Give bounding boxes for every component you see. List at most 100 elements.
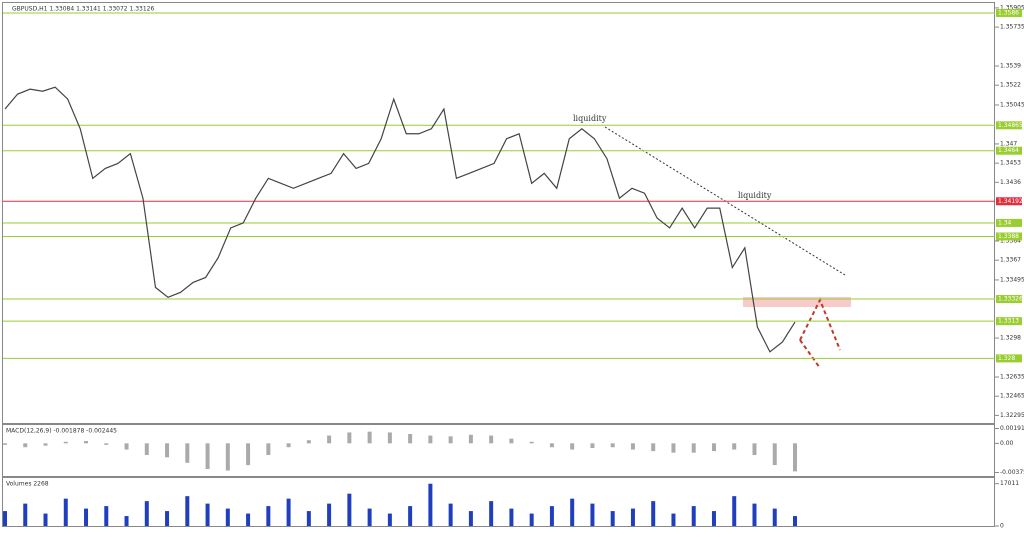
level-label: 1.3586	[998, 9, 1019, 16]
bar	[752, 443, 757, 455]
arrow-path	[799, 339, 821, 369]
y-tick-label: 1.35045	[1000, 101, 1024, 108]
bar	[347, 432, 352, 444]
y-tick-label: 1.33495	[1000, 276, 1024, 283]
bar	[428, 483, 433, 526]
bar	[43, 443, 48, 446]
y-tick-label: 1.347	[1000, 140, 1017, 147]
bar	[387, 432, 392, 444]
level-label: 1.328	[998, 355, 1015, 362]
level-tag	[996, 232, 1022, 241]
annotation: liquidity	[573, 114, 607, 123]
level-label: 1.34865	[998, 122, 1023, 129]
bar	[570, 498, 575, 526]
bar	[165, 443, 170, 458]
bar	[3, 443, 7, 445]
level-label: 1.34192	[998, 198, 1023, 205]
bar	[3, 511, 7, 526]
level-label: 1.3388	[998, 233, 1019, 240]
bar	[306, 511, 311, 526]
bar	[185, 496, 190, 526]
level-label: 1.3464	[998, 147, 1019, 154]
bar	[529, 441, 534, 444]
bar	[428, 435, 433, 444]
bar	[367, 431, 372, 444]
bar	[23, 503, 28, 526]
bar	[286, 443, 291, 448]
bar	[691, 506, 696, 526]
bar	[43, 513, 48, 526]
bar	[246, 443, 251, 466]
bar	[144, 443, 149, 455]
bar	[772, 508, 777, 526]
y-tick-label: -0.003752	[1000, 469, 1024, 476]
bar	[590, 443, 595, 448]
bar	[387, 513, 392, 526]
bar	[367, 508, 372, 526]
bar	[84, 508, 89, 526]
level-label: 1.33326	[998, 296, 1023, 303]
bar	[509, 508, 514, 526]
bar	[448, 436, 453, 444]
bar	[327, 503, 332, 526]
y-tick-label: 1.3436	[1000, 179, 1021, 186]
bar	[266, 443, 271, 455]
macd-panel	[2, 424, 995, 477]
level-tag	[996, 8, 1022, 17]
bar	[671, 513, 676, 526]
price-panel	[2, 2, 995, 424]
y-tick-label: 1.3522	[1000, 82, 1021, 89]
bar	[590, 503, 595, 526]
bar	[509, 438, 514, 444]
y-tick-label: 0.00	[1000, 440, 1014, 447]
bar	[570, 443, 575, 450]
level-tag	[996, 354, 1022, 363]
bar	[104, 443, 109, 445]
bar	[266, 506, 271, 526]
bar	[610, 511, 615, 526]
y-tick-label: 0.001912	[1000, 425, 1024, 432]
bar	[468, 511, 473, 526]
bar	[793, 443, 797, 472]
bar	[23, 443, 28, 448]
level-label: 1.34	[998, 219, 1012, 226]
y-tick-label: 1.35905	[1000, 4, 1024, 11]
bar	[671, 443, 676, 453]
bar	[732, 443, 737, 450]
bar	[630, 508, 635, 526]
arrow-path	[799, 297, 841, 351]
bar	[549, 506, 554, 526]
bar	[630, 443, 635, 450]
bar	[549, 443, 554, 448]
y-tick-label: 1.3298	[1000, 335, 1021, 342]
bar	[124, 516, 129, 526]
bar	[468, 434, 473, 444]
y-tick-label: 1.3384	[1000, 238, 1021, 245]
level-tag	[996, 218, 1022, 227]
bar	[246, 513, 251, 526]
level-tag	[996, 146, 1022, 155]
bar	[63, 441, 68, 444]
bar	[165, 511, 170, 526]
bar	[347, 493, 352, 526]
bar	[225, 508, 230, 526]
y-tick-label: 1.32295	[1000, 412, 1024, 419]
annotation: liquidity	[738, 191, 772, 200]
bar	[752, 503, 757, 526]
zone	[743, 297, 851, 307]
bar	[225, 443, 230, 471]
y-tick-label: 17011	[1000, 480, 1019, 487]
symbol-header: GBPUSD,H1 1.33084 1.33141 1.33072 1.3312…	[12, 6, 154, 13]
bar	[651, 443, 656, 452]
bar	[732, 496, 737, 526]
bar	[691, 443, 696, 453]
bar	[124, 443, 129, 450]
y-tick-label: 1.32465	[1000, 393, 1024, 400]
bar	[306, 440, 311, 444]
level-tag	[996, 317, 1022, 326]
bar	[205, 443, 210, 469]
bar	[711, 443, 716, 452]
macd-label: MACD(12,26,9) -0.001878 -0.002445	[6, 428, 117, 435]
y-tick-label: 1.3539	[1000, 63, 1021, 70]
